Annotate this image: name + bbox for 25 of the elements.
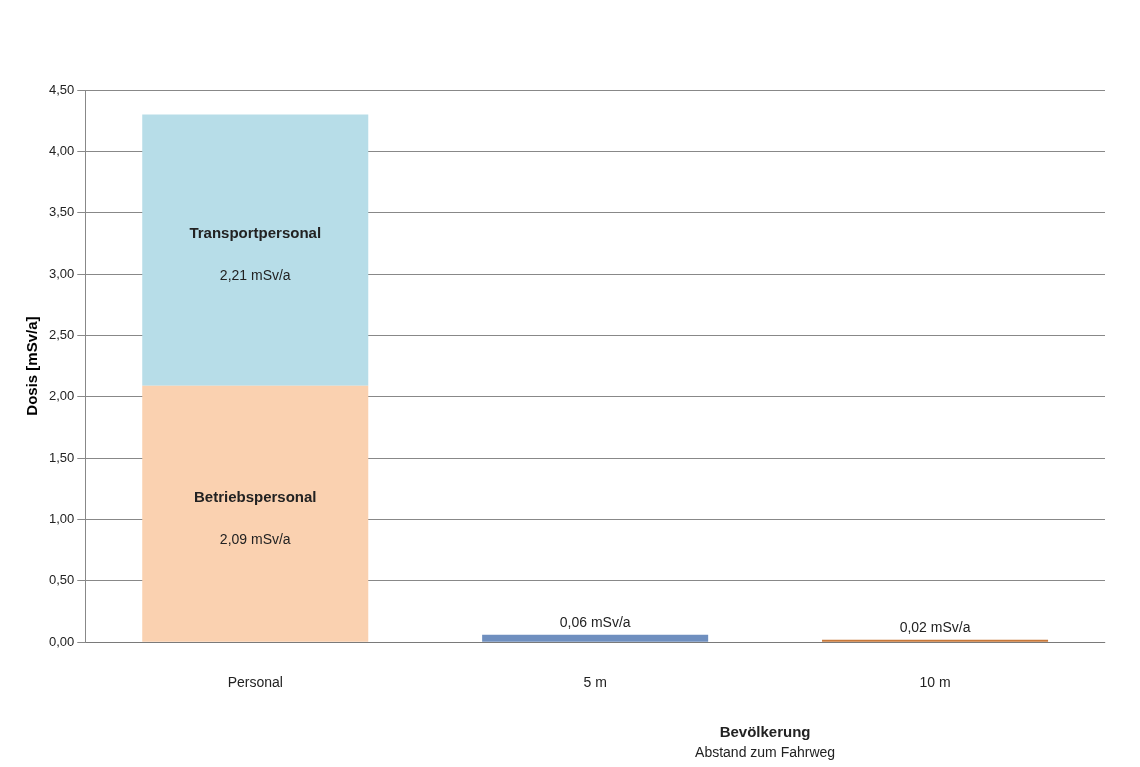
y-tick-label: 3,00 [48, 265, 75, 281]
bar [142, 114, 369, 386]
data-label: 0,06 mSv/a [559, 613, 631, 630]
y-tick-label: 2,50 [48, 327, 75, 342]
x-tick-label: 10 m [919, 674, 951, 691]
y-tick-label: 0,00 [48, 633, 75, 649]
bar [142, 385, 369, 642]
y-axis-title: Dosis [mSv/a] [23, 316, 41, 416]
y-tick-label: 1,00 [48, 511, 75, 527]
y-tick-label: 0,50 [48, 572, 75, 588]
data-label: 2,21 mSv/a [219, 267, 291, 284]
series-label: Transportpersonal [189, 224, 322, 242]
y-tick-label: 4,00 [48, 142, 75, 158]
text: Abstand zum Fahrweg [695, 744, 836, 760]
y-tick-label: 2,00 [48, 388, 75, 404]
y-tick-label: 3,50 [48, 204, 75, 220]
data-label: 0,02 mSv/a [899, 618, 971, 635]
y-tick-label: 4,50 [48, 81, 75, 97]
series-label: Betriebspersonal [193, 487, 317, 505]
x-tick-label: Personal [227, 674, 283, 691]
x-tick-label: 5 m [583, 674, 607, 691]
data-label: 2,09 mSv/a [219, 530, 291, 547]
y-tick-label: 1,50 [48, 449, 75, 465]
bar [482, 634, 709, 642]
x-axis-title: Bevölkerung [719, 723, 811, 740]
